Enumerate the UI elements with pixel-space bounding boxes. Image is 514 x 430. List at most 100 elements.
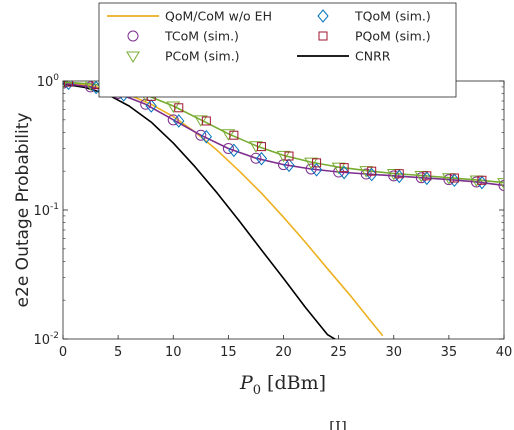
data-point-pqom-sim [506, 179, 514, 187]
data-point-pcom-sim [414, 171, 429, 183]
data-point-pqom-sim [201, 116, 211, 126]
legend-entry: TQoM (sim.) [317, 9, 431, 24]
y-tick-label: 100 [37, 73, 60, 90]
caption: [I] [329, 418, 347, 430]
data-point-pqom-sim [229, 130, 239, 140]
data-point-tqom-sim [145, 99, 157, 113]
data-point-pcom-sim [193, 115, 208, 127]
y-tick-label: 10-2 [33, 331, 59, 348]
data-point-pqom-sim [284, 151, 294, 161]
data-point-tcom-sim [167, 114, 179, 126]
series-line-qom-com-w-o-eh [63, 81, 384, 337]
legend-swatch-marker [318, 31, 328, 41]
data-point-pqom-sim [339, 163, 349, 173]
legend-label: QoM/CoM w/o EH [165, 9, 272, 24]
plot-area [62, 80, 514, 340]
x-axis-label: P0 [dBm] [239, 372, 326, 398]
series-group [63, 81, 514, 339]
y-tick-base: 10 [33, 333, 50, 348]
series-line-tcom-sim [63, 82, 504, 187]
data-point-pcom-sim [63, 81, 68, 90]
x-tick-label: 5 [114, 345, 122, 360]
data-point-tcom-sim [415, 172, 427, 184]
x-axis-label-main: P [239, 372, 254, 394]
data-point-pqom-sim [256, 142, 266, 152]
x-tick-label: 0 [59, 345, 67, 360]
y-tick-exp: -1 [50, 202, 59, 212]
legend: QoM/CoM w/o EH TQoM (sim.) TCoM (sim.) PQoM… [98, 2, 457, 98]
legend-swatch-marker [126, 51, 140, 63]
legend-swatch-marker [317, 9, 329, 23]
data-point-pcom-sim [386, 168, 401, 181]
data-point-pcom-sim [331, 162, 346, 175]
data-point-tqom-sim [503, 186, 504, 187]
legend-label: TQoM (sim.) [354, 9, 431, 24]
legend-entry: PQoM (sim.) [318, 29, 431, 44]
legend-entry: CNRR [297, 49, 391, 64]
data-point-tcom-sim [388, 170, 400, 182]
x-tick-label: 15 [220, 345, 237, 360]
data-point-tcom-sim [85, 81, 97, 93]
axes-box [62, 80, 505, 340]
data-point-tcom-sim [250, 152, 262, 164]
legend-swatch-marker [127, 30, 139, 42]
legend-label: PCoM (sim.) [165, 49, 240, 64]
data-point-pqom-sim [449, 173, 459, 183]
axis-labels: e2e Outage Probability P0 [dBm] [13, 113, 326, 398]
data-point-tqom-sim [310, 163, 323, 177]
data-point-tqom-sim [448, 173, 461, 188]
data-point-tcom-sim [360, 168, 372, 180]
data-point-tqom-sim [283, 158, 295, 173]
data-point-pqom-sim [367, 166, 377, 176]
data-point-pcom-sim [166, 101, 181, 113]
data-point-tcom-sim [305, 163, 317, 175]
data-point-tqom-sim [173, 114, 185, 128]
legend-label: CNRR [355, 49, 391, 64]
data-point-pqom-sim [174, 103, 184, 113]
data-point-tqom-sim [421, 171, 433, 186]
y-tick-exp: 0 [53, 73, 59, 83]
data-point-tcom-sim [222, 142, 234, 154]
data-point-pqom-sim [477, 175, 487, 185]
data-point-tcom-sim [140, 98, 152, 110]
data-point-pcom-sim [221, 129, 236, 141]
x-tick-label: 20 [275, 345, 292, 360]
y-axis-label: e2e Outage Probability [13, 113, 33, 308]
data-point-pqom-sim [422, 171, 432, 181]
data-point-tcom-sim [278, 159, 289, 171]
data-point-pcom-sim [276, 150, 291, 163]
legend-entry: PCoM (sim.) [126, 49, 240, 64]
legend-entry: QoM/CoM w/o EH [107, 9, 272, 24]
data-point-pcom-sim [497, 178, 504, 190]
series-line-cnrr [63, 83, 337, 339]
data-point-pcom-sim [304, 157, 318, 170]
legend-box [98, 2, 457, 98]
y-tick-base: 10 [33, 204, 50, 219]
data-point-tqom-sim [200, 129, 212, 144]
x-axis-label-unit: [dBm] [267, 372, 326, 394]
data-point-tcom-sim [498, 179, 504, 191]
y-tick-label: 10-1 [33, 202, 59, 219]
y-tick-exp: -2 [50, 331, 59, 341]
data-point-tcom-sim [63, 81, 69, 89]
data-point-pqom-sim [394, 169, 404, 179]
data-point-tcom-sim [470, 176, 482, 188]
data-point-tqom-sim [393, 169, 405, 184]
data-point-tqom-sim [255, 151, 268, 166]
data-point-pcom-sim [469, 175, 484, 187]
x-tick-label: 35 [441, 345, 458, 360]
data-point-pqom-sim [64, 81, 74, 87]
data-point-pqom-sim [312, 158, 322, 168]
data-point-tcom-sim [195, 129, 207, 141]
legend-entry: TCoM (sim.) [127, 29, 239, 44]
data-point-tqom-sim [338, 165, 350, 180]
data-point-tqom-sim [228, 143, 240, 158]
legend-label: TCoM (sim.) [164, 29, 239, 44]
data-point-tqom-sim [366, 167, 378, 182]
x-axis-label-sub: 0 [253, 383, 261, 398]
data-point-tqom-sim [476, 175, 488, 190]
x-tick-label: 10 [165, 345, 182, 360]
data-point-pcom-sim [249, 141, 263, 153]
